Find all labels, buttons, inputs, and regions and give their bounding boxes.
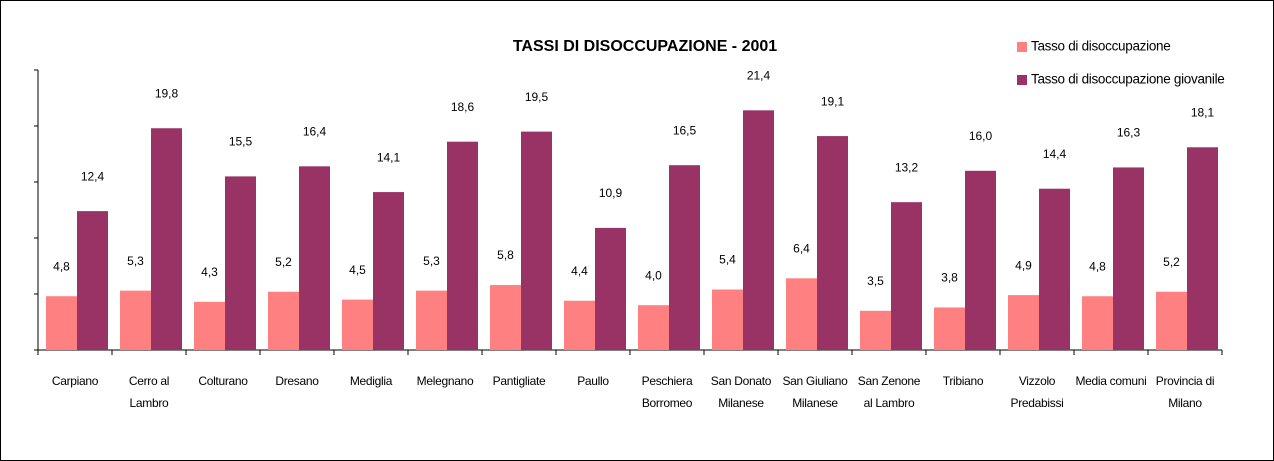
bar: [490, 285, 521, 350]
bar: [669, 165, 700, 350]
bar: [786, 278, 817, 350]
legend-label: Tasso di disoccupazione: [1031, 39, 1170, 54]
value-label: 18,6: [451, 100, 475, 114]
value-label: 5,2: [275, 255, 292, 269]
x-tick-label: Provincia di Milano: [1155, 374, 1215, 410]
bar: [299, 166, 330, 350]
bar: [77, 211, 108, 350]
x-tick-label: Peschiera Borromeo: [641, 374, 693, 410]
bar: [564, 300, 595, 350]
x-tick-label: Tribiano: [942, 374, 984, 388]
bar: [225, 176, 256, 350]
value-label: 15,5: [229, 135, 253, 149]
value-label: 5,8: [497, 248, 514, 262]
x-tick-label: Mediglia: [349, 374, 393, 388]
value-label: 4,8: [53, 259, 70, 273]
legend-swatch: [1017, 75, 1027, 85]
value-label: 4,0: [645, 268, 662, 282]
value-label: 3,8: [941, 271, 958, 285]
value-label: 4,3: [201, 265, 218, 279]
x-tick-label: Carpiano: [51, 374, 99, 388]
value-label: 4,5: [349, 263, 366, 277]
bar: [373, 192, 404, 350]
bar: [891, 202, 922, 350]
bar: [1156, 291, 1187, 350]
x-tick-label: Dresano: [275, 374, 319, 388]
value-label: 21,4: [747, 68, 771, 82]
x-tick-label: Paullo: [577, 374, 609, 388]
value-label: 4,9: [1015, 258, 1032, 272]
x-tick-label: Vizzolo Predabissi: [1010, 374, 1064, 410]
value-label: 12,4: [81, 169, 105, 183]
x-tick-label: San Donato Milanese: [710, 374, 772, 410]
bar: [447, 141, 478, 350]
bar: [638, 305, 669, 350]
value-label: 16,5: [673, 123, 697, 137]
bar: [151, 128, 182, 350]
value-label: 6,4: [793, 241, 810, 255]
x-tick-label: Colturano: [198, 374, 248, 388]
value-label: 5,2: [1163, 255, 1180, 269]
legend-swatch: [1017, 42, 1027, 52]
value-label: 5,4: [719, 253, 736, 267]
x-tick-label: Pantigliate: [492, 374, 546, 388]
value-label: 13,2: [895, 160, 919, 174]
value-label: 19,1: [821, 94, 845, 108]
bar: [965, 170, 996, 350]
bar: [1113, 167, 1144, 350]
value-label: 14,1: [377, 150, 401, 164]
x-tick-label: Melegnano: [416, 374, 474, 388]
bar: [1008, 295, 1039, 350]
x-tick-label: Cerro al Lambro: [128, 374, 170, 410]
bar: [1039, 188, 1070, 350]
value-label: 16,0: [969, 129, 993, 143]
bar: [817, 136, 848, 350]
value-label: 5,3: [127, 254, 144, 268]
bar: [120, 290, 151, 350]
value-label: 19,8: [155, 86, 179, 100]
bar: [416, 290, 447, 350]
bar: [1082, 296, 1113, 350]
value-label: 16,3: [1117, 126, 1141, 140]
bar: [194, 301, 225, 350]
bar: [1187, 147, 1218, 350]
value-label: 19,5: [525, 90, 549, 104]
value-label: 16,4: [303, 124, 327, 138]
value-label: 4,4: [571, 264, 588, 278]
value-label: 3,5: [867, 274, 884, 288]
bar: [342, 299, 373, 350]
bar: [46, 296, 77, 350]
value-label: 10,9: [599, 186, 623, 200]
x-tick-label: San Giuliano Milanese: [782, 374, 848, 410]
chart-title: TASSI DI DISOCCUPAZIONE - 2001: [513, 38, 777, 55]
bar: [743, 110, 774, 350]
bar: [595, 227, 626, 350]
bar: [712, 289, 743, 350]
x-tick-label: San Zenone al Lambro: [857, 374, 921, 410]
bar: [934, 307, 965, 350]
x-tick-label: Media comuni: [1075, 374, 1147, 388]
bar: [860, 310, 891, 350]
legend-label: Tasso di disoccupazione giovanile: [1031, 72, 1224, 87]
value-label: 18,1: [1191, 105, 1215, 119]
bar: [521, 131, 552, 350]
bar: [268, 291, 299, 350]
value-label: 5,3: [423, 254, 440, 268]
value-label: 14,4: [1043, 147, 1067, 161]
value-label: 4,8: [1089, 259, 1106, 273]
